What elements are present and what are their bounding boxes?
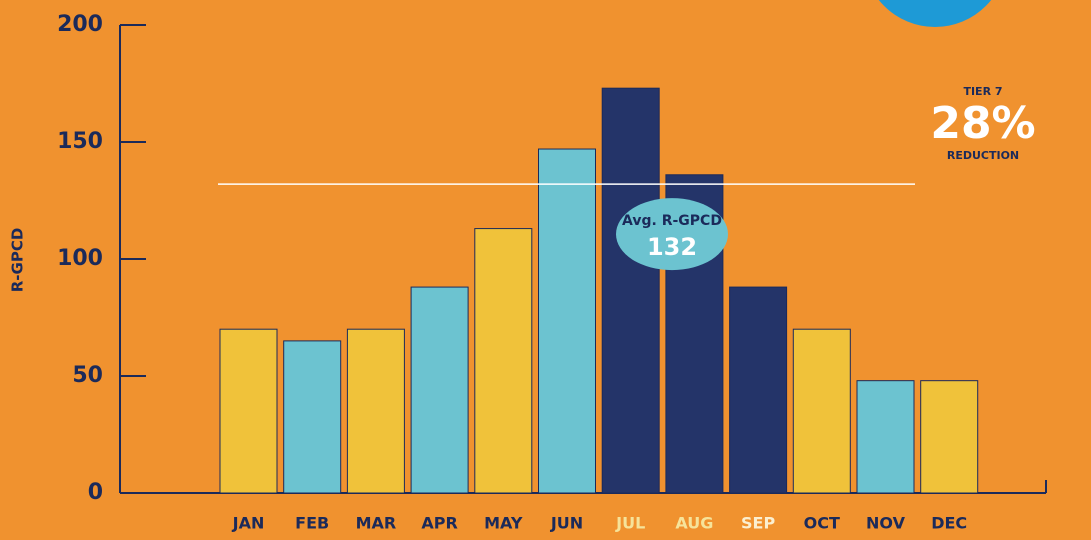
- annotation-top: TIER 7: [963, 85, 1002, 98]
- y-tick-label: 0: [88, 480, 103, 505]
- bar: [219, 328, 278, 494]
- bar: [729, 286, 788, 494]
- bar: [601, 87, 660, 494]
- x-tick-label: SEP: [741, 514, 775, 533]
- x-tick-label: APR: [421, 514, 457, 533]
- x-tick-label: MAY: [484, 514, 523, 533]
- bar: [792, 328, 851, 494]
- annotation-big: 28%: [930, 98, 1035, 149]
- bar: [538, 148, 596, 494]
- x-tick-label: JAN: [232, 514, 265, 533]
- bar: [474, 228, 533, 494]
- x-tick-label: FEB: [295, 514, 329, 533]
- x-tick-label: OCT: [804, 514, 840, 533]
- y-tick-label: 150: [57, 129, 103, 154]
- average-label: Avg. R-GPCD: [622, 213, 722, 229]
- y-tick-label: 200: [57, 12, 103, 37]
- x-tick-label: JUN: [550, 514, 583, 533]
- average-bubble: [616, 198, 728, 271]
- average-value: 132: [647, 233, 697, 261]
- x-tick-label: JUL: [615, 514, 645, 533]
- annotation-bottom: REDUCTION: [947, 149, 1019, 162]
- bar: [856, 380, 915, 494]
- x-tick-label: MAR: [356, 514, 397, 533]
- x-tick-label: AUG: [675, 514, 713, 533]
- y-tick-label: 100: [57, 246, 103, 271]
- y-tick-label: 50: [72, 363, 103, 388]
- decor-circle: [878, 0, 992, 27]
- x-tick-label: NOV: [866, 514, 906, 533]
- bar: [410, 286, 469, 494]
- y-axis-label: R-GPCD: [9, 228, 27, 293]
- bar: [283, 340, 342, 494]
- bar: [346, 328, 405, 494]
- x-tick-label: DEC: [931, 514, 967, 533]
- bar: [920, 380, 979, 494]
